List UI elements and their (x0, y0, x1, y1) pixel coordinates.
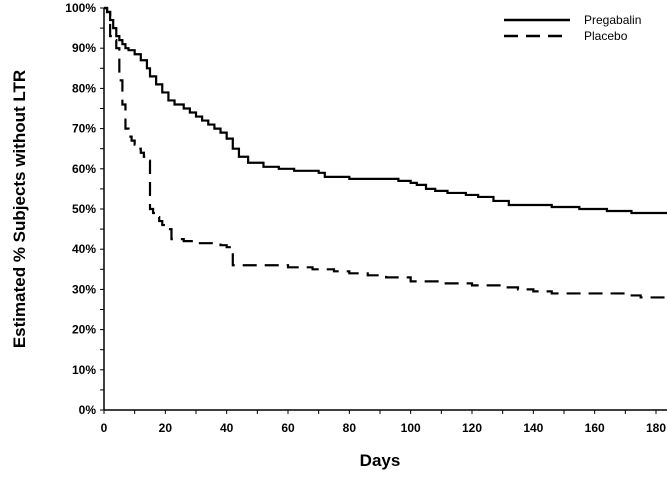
x-tick-label: 0 (101, 421, 108, 435)
y-tick-label: 90% (72, 41, 96, 55)
y-tick-label: 0% (79, 403, 97, 417)
y-tick-label: 60% (72, 162, 96, 176)
y-tick-label: 20% (72, 323, 96, 337)
x-axis: 0 20 40 60 80 100 120 140 160 180 (101, 409, 667, 435)
y-tick-label: 10% (72, 363, 96, 377)
x-tick-label: 80 (343, 421, 357, 435)
x-tick-label: 20 (159, 421, 173, 435)
x-tick-label: 180 (646, 421, 666, 435)
y-tick-label: 40% (72, 242, 96, 256)
y-axis-title: Estimated % Subjects without LTR (10, 70, 29, 348)
y-tick-label: 30% (72, 282, 96, 296)
x-axis-title: Days (360, 451, 401, 470)
y-tick-label: 100% (65, 1, 96, 15)
x-tick-label: 160 (585, 421, 605, 435)
legend-label-placebo: Placebo (584, 29, 628, 43)
legend: Pregabalin Placebo (504, 13, 641, 43)
y-tick-label: 50% (72, 202, 96, 216)
x-tick-label: 120 (462, 421, 482, 435)
y-axis: 0% 10% 20% 30% 40% 50% 60% 70% 80% 90% 100% (65, 1, 105, 417)
x-tick-label: 140 (523, 421, 543, 435)
x-tick-label: 60 (281, 421, 295, 435)
y-tick-label: 70% (72, 122, 96, 136)
series-line-pregabalin (104, 6, 667, 215)
x-tick-label: 40 (220, 421, 234, 435)
x-tick-label: 100 (401, 421, 421, 435)
series-line-placebo (104, 6, 667, 299)
legend-label-pregabalin: Pregabalin (584, 13, 641, 27)
y-tick-label: 80% (72, 81, 96, 95)
series-layer (104, 6, 667, 299)
